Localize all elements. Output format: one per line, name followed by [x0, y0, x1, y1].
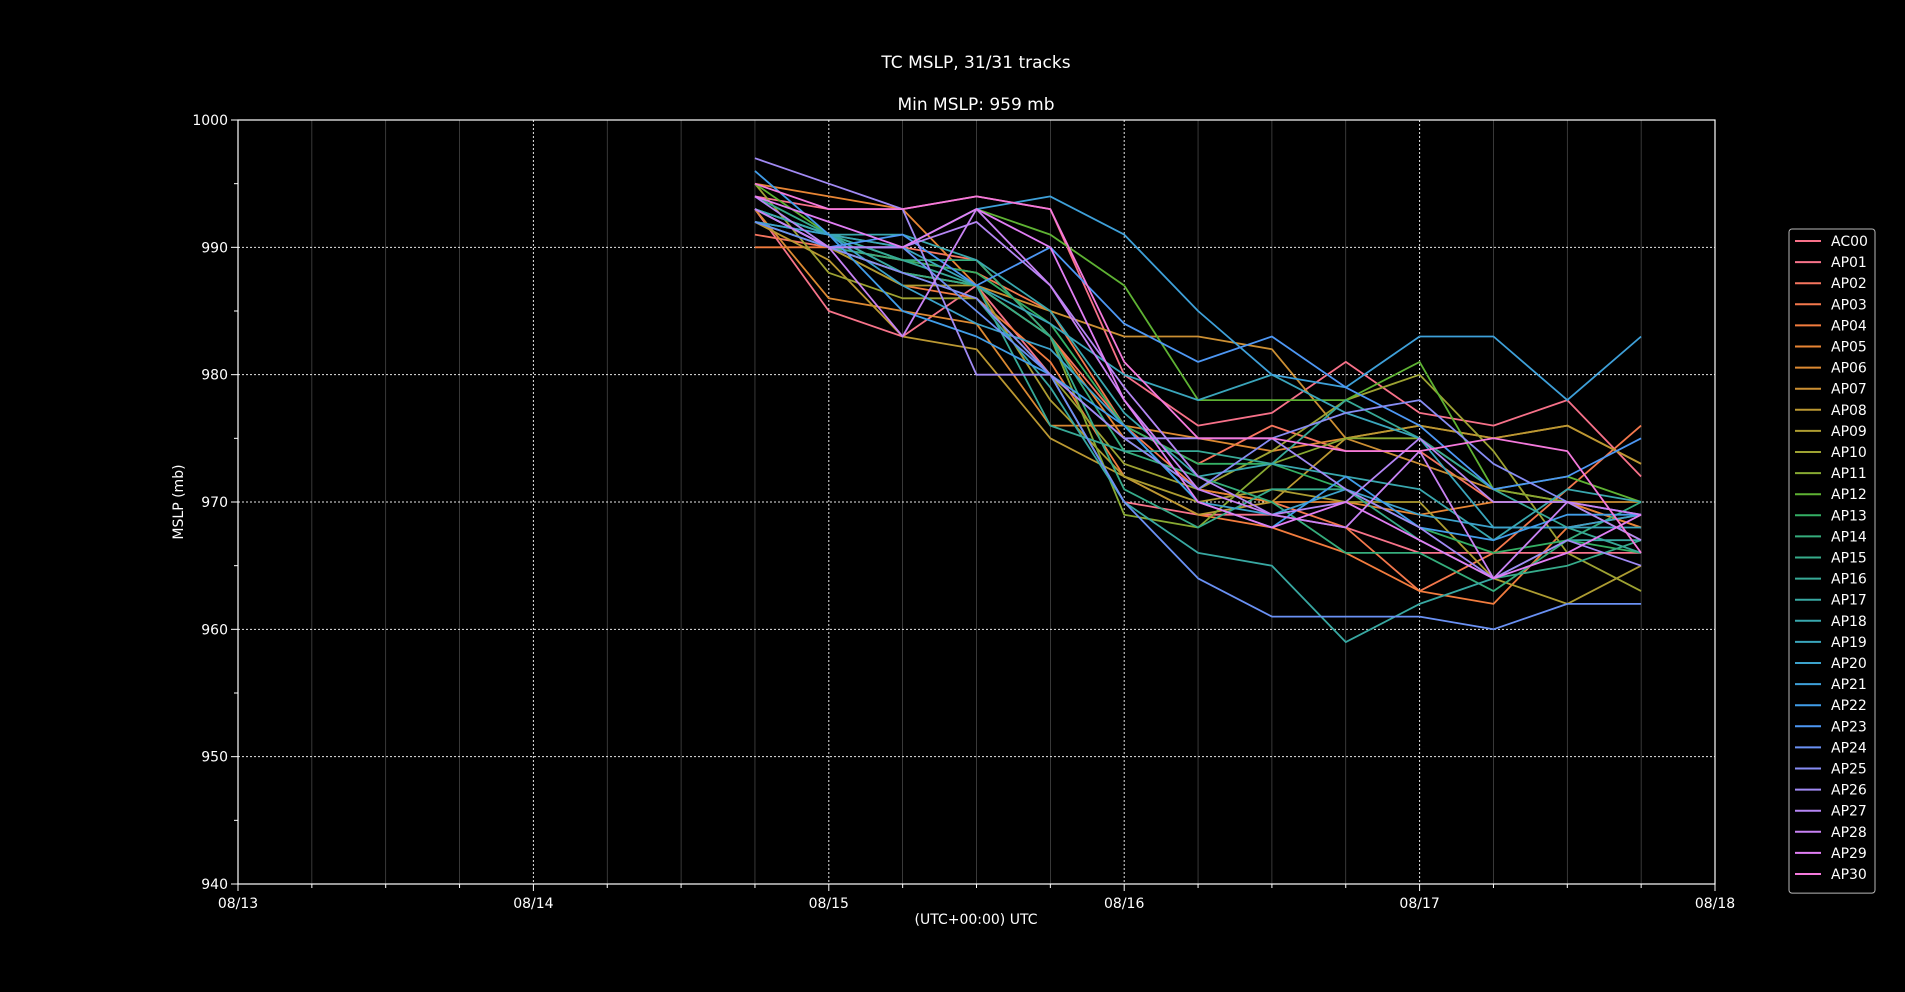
legend-label: AP04 — [1831, 318, 1867, 334]
x-tick-label: 08/14 — [513, 896, 553, 912]
x-tick-label: 08/18 — [1695, 896, 1735, 912]
legend: AC00 AP01 AP02 AP03 AP04 AP05 AP06 AP07 AP08 AP09… — [1788, 228, 1876, 894]
x-axis-label: (UTC+00:00) UTC — [915, 912, 1038, 928]
legend-label: AP03 — [1831, 297, 1867, 313]
chart-title: TC MSLP, 31/31 tracks — [880, 53, 1070, 73]
legend-label: AP05 — [1831, 340, 1867, 356]
chart-subtitle: Min MSLP: 959 mb — [897, 95, 1054, 115]
legend-label: AP13 — [1831, 508, 1867, 524]
y-axis-label: MSLP (mb) — [171, 464, 187, 539]
legend-label: AP29 — [1831, 846, 1867, 862]
legend-label: AC00 — [1831, 234, 1868, 250]
legend-label: AP02 — [1831, 276, 1867, 292]
series-line-ap23 — [754, 208, 1642, 491]
legend-label: AP08 — [1831, 403, 1867, 419]
y-tick-label: 1000 — [192, 113, 228, 129]
axes: 08/13 08/14 08/15 08/16 08/17 08/18 1000 990 980… — [192, 113, 1735, 912]
series-line-ap29 — [754, 195, 1642, 580]
y-tick-label: 980 — [201, 368, 228, 384]
legend-label: AP21 — [1831, 677, 1867, 693]
series-lines — [754, 157, 1642, 643]
series-line-ap30 — [754, 182, 1642, 554]
legend-label: AP16 — [1831, 572, 1867, 588]
legend-label: AP14 — [1831, 529, 1867, 545]
legend-label: AP12 — [1831, 487, 1867, 503]
x-tick-label: 08/13 — [218, 896, 258, 912]
legend-label: AP24 — [1831, 740, 1867, 756]
legend-label: AP27 — [1831, 804, 1867, 820]
legend-label: AP28 — [1831, 825, 1867, 841]
legend-label: AP26 — [1831, 783, 1867, 799]
legend-label: AP01 — [1831, 255, 1867, 271]
legend-label: AP11 — [1831, 466, 1867, 482]
legend-label: AP15 — [1831, 551, 1867, 567]
y-tick-label: 970 — [201, 495, 228, 511]
legend-label: AP17 — [1831, 593, 1867, 609]
y-tick-label: 960 — [201, 622, 228, 638]
y-tick-label: 950 — [201, 750, 228, 766]
legend-label: AP10 — [1831, 445, 1867, 461]
legend-label: AP30 — [1831, 867, 1867, 883]
x-tick-label: 08/17 — [1399, 896, 1439, 912]
legend-label: AP20 — [1831, 656, 1867, 672]
legend-label: AP19 — [1831, 635, 1867, 651]
legend-label: AP25 — [1831, 762, 1867, 778]
x-tick-label: 08/16 — [1104, 896, 1144, 912]
legend-label: AP18 — [1831, 614, 1867, 630]
y-tick-label: 940 — [201, 877, 228, 893]
legend-label: AP23 — [1831, 719, 1867, 735]
legend-label: AP22 — [1831, 698, 1867, 714]
legend-label: AP09 — [1831, 424, 1867, 440]
y-tick-label: 990 — [201, 240, 228, 256]
legend-label: AP06 — [1831, 361, 1867, 377]
legend-label: AP07 — [1831, 382, 1867, 398]
x-tick-label: 08/15 — [809, 896, 849, 912]
